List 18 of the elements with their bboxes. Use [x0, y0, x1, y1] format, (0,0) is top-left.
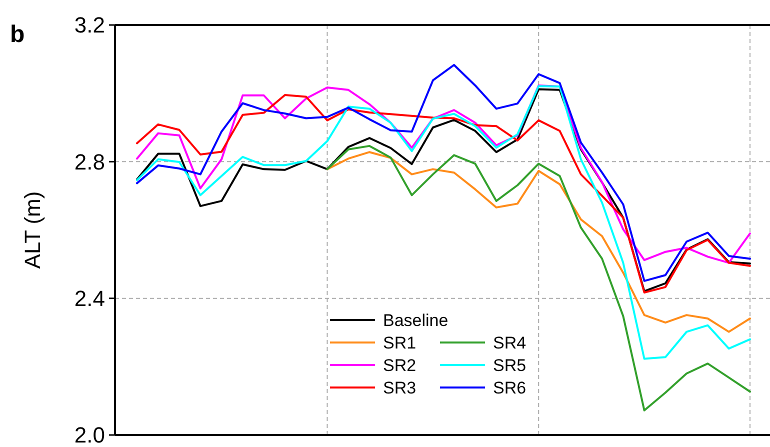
y-tick-label: 2.4: [74, 286, 105, 312]
line-series: [136, 64, 751, 282]
chart-title: b: [10, 21, 25, 48]
legend-label: SR2: [383, 356, 416, 375]
line-series: [136, 84, 751, 264]
legend-label: Baseline: [383, 310, 448, 330]
line-series: [326, 144, 751, 412]
legend-label: SR6: [493, 378, 526, 398]
y-tick-label: 3.2: [74, 12, 105, 38]
line-series: [136, 85, 751, 360]
line-series: [326, 151, 751, 333]
y-axis-title: ALT (m): [20, 191, 45, 269]
legend-label: SR5: [493, 356, 526, 375]
y-tick-label: 2.0: [74, 422, 105, 447]
y-tick-label: 2.8: [74, 149, 105, 174]
legend-label: SR1: [383, 333, 416, 352]
legend-label: SR3: [383, 378, 416, 398]
legend-label: SR4: [493, 333, 526, 352]
